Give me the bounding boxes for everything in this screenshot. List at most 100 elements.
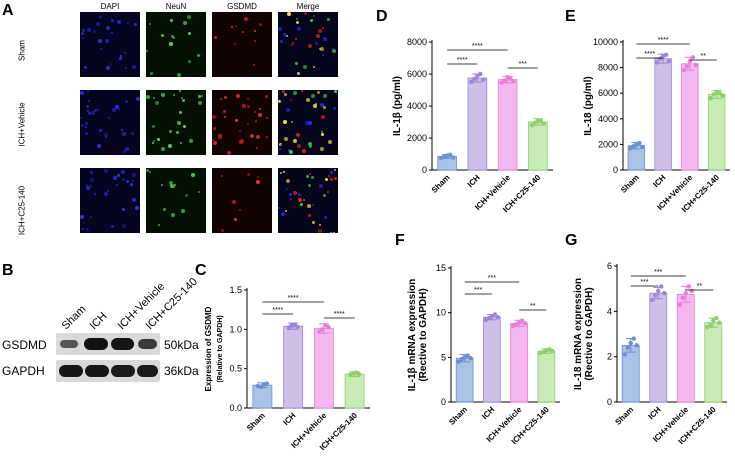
micrograph-sham-gsdmd: [212, 12, 272, 77]
cell-dot: [87, 28, 91, 32]
cell-dot: [234, 43, 236, 45]
cell-dot: [90, 185, 92, 187]
cell-dot: [278, 207, 280, 209]
cell-dot: [278, 100, 281, 103]
y-tick-label: 0.5: [229, 364, 242, 374]
cell-dot: [108, 117, 110, 119]
cell-dot: [295, 38, 297, 40]
y-tick-label: 4000: [598, 114, 618, 124]
y-tick-label: 1.0: [229, 324, 242, 334]
data-point: [478, 71, 483, 77]
cell-dot: [322, 27, 324, 29]
cell-dot: [135, 206, 139, 210]
cell-dot: [323, 37, 327, 41]
lane-label-sham: Sham: [60, 303, 89, 332]
column-header-gsdmd: GSDMD: [227, 2, 257, 11]
significance-label: ***: [488, 275, 496, 282]
cell-dot: [328, 175, 330, 177]
cell-dot: [179, 111, 182, 114]
cell-dot: [232, 200, 236, 204]
data-point: [654, 60, 660, 65]
cell-dot: [281, 212, 285, 216]
cell-dot: [155, 101, 159, 105]
panel-label-e: E: [565, 8, 576, 25]
band-gsdmd-c25: [138, 339, 157, 349]
cell-dot: [117, 174, 120, 177]
y-tick-label: 2: [607, 352, 612, 362]
data-point: [622, 352, 627, 357]
cell-dot: [298, 198, 302, 202]
bar-2: [510, 322, 528, 403]
category-label-1: ICH: [480, 405, 496, 421]
cell-dot: [330, 178, 333, 181]
cell-dot: [327, 191, 329, 193]
cell-dot: [198, 191, 200, 193]
band-gsdmd-ich: [84, 338, 108, 350]
cell-dot: [256, 180, 260, 184]
micrograph-sham-merge: [278, 12, 338, 77]
cell-dot: [198, 95, 201, 98]
cell-dot: [312, 204, 314, 206]
data-point: [708, 322, 713, 328]
cell-dot: [291, 121, 293, 123]
cell-dot: [224, 116, 226, 118]
cell-dot: [86, 186, 90, 190]
y-tick-label: 8000: [598, 63, 618, 73]
cell-dot: [173, 37, 175, 39]
cell-dot: [181, 97, 183, 99]
data-point: [680, 295, 685, 300]
cell-dot: [239, 130, 241, 132]
cell-dot: [253, 64, 255, 66]
y-tick-label: 0: [607, 397, 612, 407]
cell-dot: [85, 122, 88, 125]
cell-dot: [306, 98, 310, 102]
data-point: [447, 152, 453, 157]
cell-dot: [104, 133, 108, 137]
data-point: [683, 291, 688, 296]
micrograph-sham-neun: [146, 12, 206, 77]
cell-dot: [84, 66, 87, 69]
cell-dot: [130, 183, 133, 186]
cell-dot: [170, 184, 174, 188]
cell-dot: [283, 171, 285, 173]
cell-dot: [242, 104, 246, 108]
cell-dot: [308, 142, 312, 146]
blot-strip-gsdmd: [56, 333, 160, 355]
kda-label-gsdmd: 50kDa: [164, 338, 199, 352]
y-axis-label: IL-18 (pg/ml): [583, 76, 594, 135]
cell-dot: [113, 176, 117, 180]
bar-1: [649, 292, 668, 403]
cell-dot: [158, 224, 160, 226]
cell-dot: [146, 50, 148, 52]
cell-dot: [115, 105, 119, 109]
cell-dot: [234, 218, 237, 221]
data-point: [286, 325, 291, 330]
data-point: [690, 55, 696, 60]
cell-dot: [227, 151, 231, 155]
y-tick-label: 1.5: [229, 285, 242, 295]
significance-label: ****: [472, 43, 483, 50]
data-point: [659, 284, 664, 289]
cell-dot: [97, 144, 101, 148]
cell-dot: [90, 171, 93, 174]
cell-dot: [169, 181, 173, 185]
cell-dot: [82, 37, 84, 39]
significance-label: ***: [519, 61, 527, 68]
cell-dot: [80, 117, 82, 119]
cell-dot: [180, 142, 182, 144]
cell-dot: [85, 132, 88, 135]
cell-dot: [173, 94, 175, 96]
cell-dot: [111, 225, 114, 228]
cell-dot: [258, 113, 262, 117]
cell-dot: [125, 147, 129, 151]
cell-dot: [308, 121, 312, 125]
y-tick-label: 2000: [598, 139, 618, 149]
cell-dot: [161, 34, 164, 37]
y-tick-label: 10: [436, 308, 446, 318]
cell-dot: [333, 107, 336, 110]
cell-dot: [152, 125, 155, 128]
panel-label-g: G: [565, 232, 578, 249]
cell-dot: [321, 115, 325, 119]
band-gapdh-sham: [59, 365, 83, 377]
band-gapdh-ich: [85, 365, 109, 377]
